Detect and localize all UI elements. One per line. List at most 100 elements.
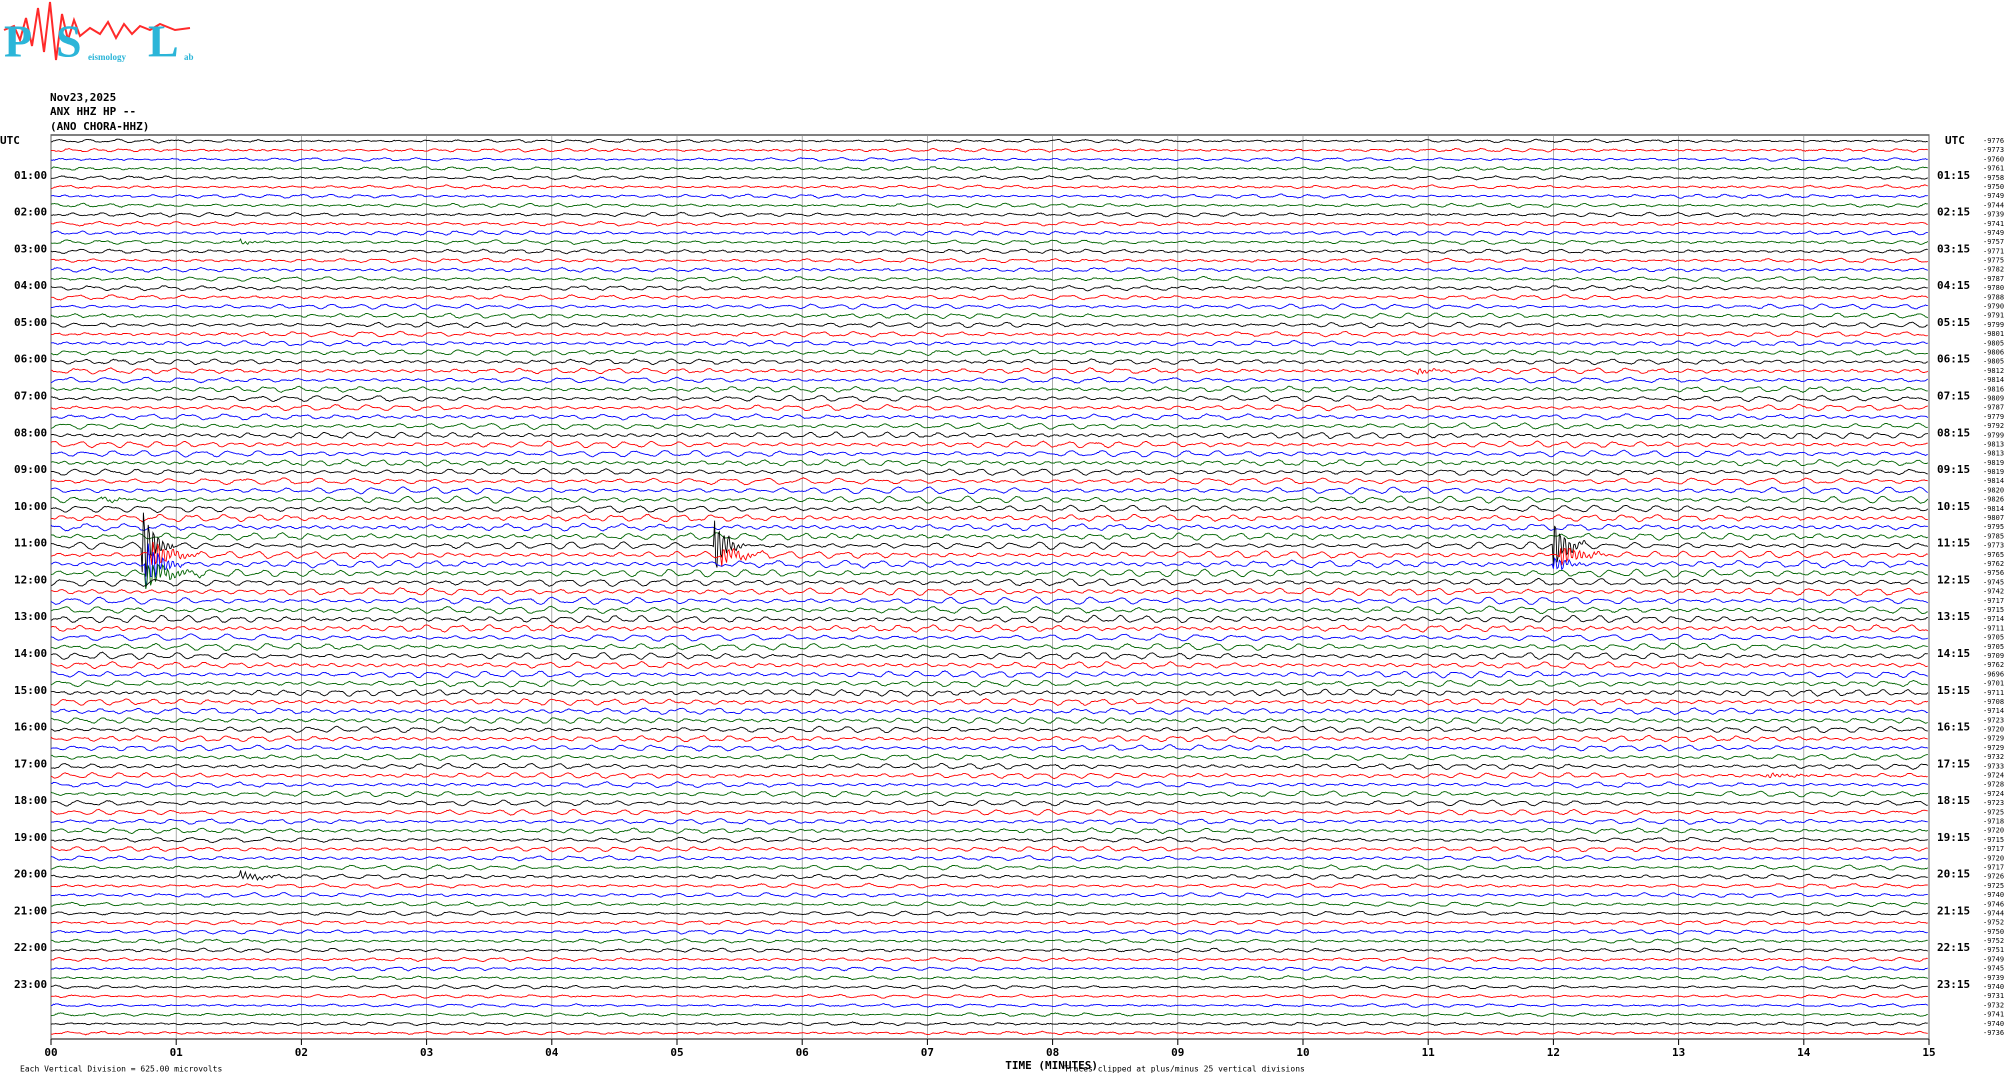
trace-offset: -9752 xyxy=(1983,937,2004,945)
trace xyxy=(50,762,1929,770)
trace-offset: -9813 xyxy=(1983,450,2004,458)
trace-offset: -9791 xyxy=(1983,312,2004,320)
trace xyxy=(50,238,1929,246)
trace-offset: -9740 xyxy=(1983,891,2004,899)
trace-offset: -9720 xyxy=(1983,827,2004,835)
trace-offset: -9720 xyxy=(1983,726,2004,734)
right-time-label: 19:15 xyxy=(1937,831,1970,844)
trace-offset: -9779 xyxy=(1983,413,2004,421)
trace-offset: -9724 xyxy=(1983,790,2004,798)
trace-offset: -9696 xyxy=(1983,670,2004,678)
x-tick-label: 02 xyxy=(295,1046,308,1059)
trace xyxy=(50,358,1928,366)
trace-offset: -9749 xyxy=(1983,955,2004,963)
trace-offset: -9799 xyxy=(1983,431,2004,439)
trace xyxy=(50,596,1929,605)
logo-letter: L xyxy=(148,16,179,67)
trace xyxy=(51,753,1928,761)
trace-offset: -9729 xyxy=(1983,744,2004,752)
logo-text: ab xyxy=(184,52,194,62)
right-time-label: 23:15 xyxy=(1937,978,1970,991)
trace xyxy=(50,431,1928,440)
trace xyxy=(50,864,1929,871)
x-tick-label: 04 xyxy=(545,1046,559,1059)
trace-offset: -9732 xyxy=(1983,753,2004,761)
trace-offset: -9705 xyxy=(1983,634,2004,642)
trace xyxy=(50,772,1928,780)
trace-offset: -9805 xyxy=(1983,358,2004,366)
right-time-label: 07:15 xyxy=(1937,389,1970,402)
left-time-label: 22:00 xyxy=(14,941,47,954)
trace xyxy=(50,230,1928,236)
trace-offset: -9714 xyxy=(1983,707,2004,715)
trace xyxy=(50,257,1928,264)
right-time-label: 18:15 xyxy=(1937,794,1970,807)
trace xyxy=(50,707,1928,716)
right-time-label: 09:15 xyxy=(1937,463,1970,476)
trace xyxy=(50,919,1928,926)
trace-offset: -9801 xyxy=(1983,330,2004,338)
trace xyxy=(50,495,1929,504)
x-tick-label: 11 xyxy=(1422,1046,1436,1059)
trace xyxy=(50,321,1928,329)
trace xyxy=(50,513,1928,523)
trace xyxy=(50,339,1928,347)
trace-offset: -9739 xyxy=(1983,974,2004,982)
trace xyxy=(50,266,1928,273)
x-tick-label: 14 xyxy=(1797,1046,1811,1059)
left-time-label: 13:00 xyxy=(14,610,47,623)
trace xyxy=(50,984,1928,990)
trace-offset: -9782 xyxy=(1983,266,2004,274)
left-time-label: 02:00 xyxy=(14,206,47,219)
trace-offset: -9773 xyxy=(1983,146,2004,154)
x-tick-label: 01 xyxy=(170,1046,184,1059)
trace-offset: -9728 xyxy=(1983,781,2004,789)
left-time-label: 01:00 xyxy=(14,169,47,182)
trace-offset: -9788 xyxy=(1983,293,2004,301)
trace xyxy=(50,166,1928,172)
trace xyxy=(50,993,1928,999)
trace-offset: -9807 xyxy=(1983,514,2004,522)
trace xyxy=(50,605,1928,615)
trace xyxy=(50,901,1929,908)
left-axis-label: UTC xyxy=(0,134,20,147)
trace-offset: -9701 xyxy=(1983,680,2004,688)
trace-offset: -9787 xyxy=(1983,275,2004,283)
x-tick-label: 05 xyxy=(670,1046,683,1059)
right-time-label: 01:15 xyxy=(1937,169,1970,182)
right-time-label: 20:15 xyxy=(1937,868,1970,881)
trace xyxy=(50,211,1928,218)
left-time-label: 16:00 xyxy=(14,721,47,734)
trace xyxy=(50,799,1928,807)
trace-offset: -9715 xyxy=(1983,836,2004,844)
trace-offset: -9757 xyxy=(1983,238,2004,246)
left-time-label: 21:00 xyxy=(14,904,47,917)
trace xyxy=(50,1030,1928,1036)
trace-offset: -9705 xyxy=(1983,643,2004,651)
traces xyxy=(50,138,1929,1036)
trace xyxy=(50,449,1928,458)
trace xyxy=(50,892,1928,899)
right-axis-label: UTC xyxy=(1945,134,1965,147)
right-time-label: 10:15 xyxy=(1937,500,1970,513)
x-tick-label: 15 xyxy=(1922,1046,1935,1059)
trace-offset: -9744 xyxy=(1983,201,2004,209)
left-time-label: 12:00 xyxy=(14,573,47,586)
trace xyxy=(50,975,1929,981)
trace xyxy=(50,735,1928,743)
right-time-label: 06:15 xyxy=(1937,353,1970,366)
trace-offset: -9726 xyxy=(1983,873,2004,881)
right-time-label: 15:15 xyxy=(1937,684,1970,697)
scale-note: Each Vertical Division = 625.00 microvol… xyxy=(20,1065,222,1074)
trace xyxy=(50,541,1928,567)
right-time-label: 11:15 xyxy=(1937,537,1970,550)
trace xyxy=(50,285,1928,292)
trace xyxy=(50,614,1928,624)
right-time-label: 21:15 xyxy=(1937,904,1970,917)
x-tick-label: 03 xyxy=(420,1046,433,1059)
trace xyxy=(50,725,1928,734)
trace xyxy=(50,808,1928,816)
logo-wave xyxy=(3,1,191,61)
trace xyxy=(50,854,1928,862)
trace-offset: -9812 xyxy=(1983,367,2004,375)
